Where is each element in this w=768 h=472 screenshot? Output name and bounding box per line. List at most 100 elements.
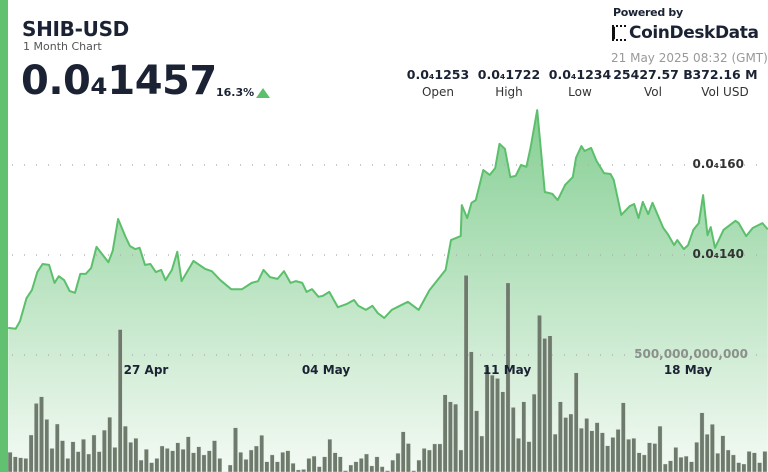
volume-bar: [600, 432, 605, 472]
volume-bar: [343, 470, 348, 472]
volume-bar: [201, 454, 207, 472]
volume-bar: [259, 435, 265, 472]
stat-value: 25427.57 B: [613, 67, 693, 82]
volume-bar: [406, 443, 411, 472]
stat-label: Vol USD: [701, 85, 749, 99]
stat-label: Low: [568, 85, 592, 99]
volume-bar: [642, 454, 647, 472]
volume-bar: [500, 391, 506, 472]
stat-low: 0.0₄1234 Low: [543, 67, 617, 99]
volume-bar: [579, 428, 584, 472]
volume-bar: [427, 449, 432, 472]
volume-bar: [133, 438, 139, 472]
volume-bar: [490, 374, 495, 472]
volume-bar: [159, 445, 165, 472]
volume-bar: [731, 454, 736, 472]
brand-name: CoinDeskData: [629, 23, 759, 43]
volume-bar: [411, 470, 417, 472]
volume-bar: [631, 438, 637, 472]
volume-bar: [348, 464, 354, 472]
volume-bar: [453, 403, 458, 472]
volume-bar: [49, 448, 55, 472]
volume-bar: [185, 436, 191, 472]
volume-bar: [652, 443, 658, 472]
stat-open: 0.0₄1253 Open: [401, 67, 475, 99]
stat-value: 0.0₄1234: [548, 67, 612, 82]
volume-bar: [86, 453, 91, 472]
volume-bar: [96, 451, 102, 472]
volume-bar: [715, 453, 720, 472]
volume-bar: [369, 465, 375, 472]
volume-bar: [170, 450, 175, 472]
volume-bar: [683, 455, 689, 472]
volume-bar: [469, 351, 474, 472]
price-tick-label: 0.0₄140: [692, 247, 744, 261]
volume-bar: [18, 457, 23, 472]
volume-bar: [128, 442, 134, 472]
volume-bar: [123, 425, 128, 472]
volume-bar: [657, 425, 663, 472]
volume-bar: [238, 452, 244, 472]
volume-bar: [589, 430, 595, 472]
volume-bar: [191, 452, 196, 472]
volume-bar: [327, 439, 333, 472]
volume-bar: [552, 433, 558, 472]
volume-bar: [364, 453, 369, 472]
volume-bar: [484, 366, 490, 472]
volume-bar: [432, 443, 438, 472]
volume-bar: [117, 329, 123, 472]
volume-bar: [34, 403, 39, 472]
volume-bar: [558, 401, 563, 472]
volume-bar: [673, 447, 679, 472]
volume-bar: [154, 458, 160, 472]
stat-vol-usd: 372.16 M Vol USD: [688, 67, 762, 99]
stat-vol: 25427.57 B Vol: [613, 67, 693, 99]
volume-bar: [395, 453, 401, 472]
volume-bar: [144, 449, 149, 472]
triangle-up-icon: [256, 88, 270, 98]
volume-bar: [55, 423, 60, 472]
volume-bar: [70, 441, 76, 472]
volume-bar: [196, 446, 202, 472]
volume-bar: [390, 459, 396, 472]
volume-bar: [149, 462, 154, 472]
volume-bar: [264, 461, 270, 472]
volume-bar: [594, 422, 600, 472]
volume-bar: [338, 456, 343, 472]
volume-bars: [7, 275, 768, 472]
volume-bar: [400, 431, 406, 472]
volume-bar: [689, 461, 694, 472]
volume-bar: [647, 442, 652, 472]
volume-bar: [385, 470, 390, 472]
volume-bar: [81, 439, 86, 472]
volume-bar: [442, 394, 448, 472]
volume-bar: [322, 456, 327, 472]
volume-bar: [164, 448, 170, 472]
powered-by-label: Powered by: [613, 6, 683, 19]
chart-subtitle: 1 Month Chart: [23, 40, 102, 53]
volume-bar: [12, 456, 18, 472]
stat-value: 0.0₄1253: [406, 67, 470, 82]
price-tick-label: 0.0₄160: [692, 157, 744, 171]
volume-bar: [175, 442, 181, 472]
volume-bar: [516, 438, 521, 472]
current-price: 0.0₄1457: [21, 58, 217, 104]
volume-bar: [668, 460, 673, 472]
volume-bar: [317, 466, 322, 472]
stat-label: Vol: [644, 85, 662, 99]
volume-bar: [526, 441, 532, 472]
stat-value: 0.0₄1722: [477, 67, 541, 82]
volume-bar: [112, 447, 118, 472]
volume-bar: [762, 451, 768, 472]
volume-bar: [421, 448, 427, 472]
stat-value: 372.16 M: [692, 67, 758, 82]
volume-bar: [547, 335, 553, 472]
volume-bar: [206, 450, 212, 472]
volume-bar: [107, 417, 112, 472]
volume-bar: [353, 461, 359, 472]
volume-bar: [91, 434, 97, 472]
stat-label: High: [495, 85, 523, 99]
volume-bar: [537, 315, 542, 472]
x-tick-label: 04 May: [301, 363, 351, 377]
